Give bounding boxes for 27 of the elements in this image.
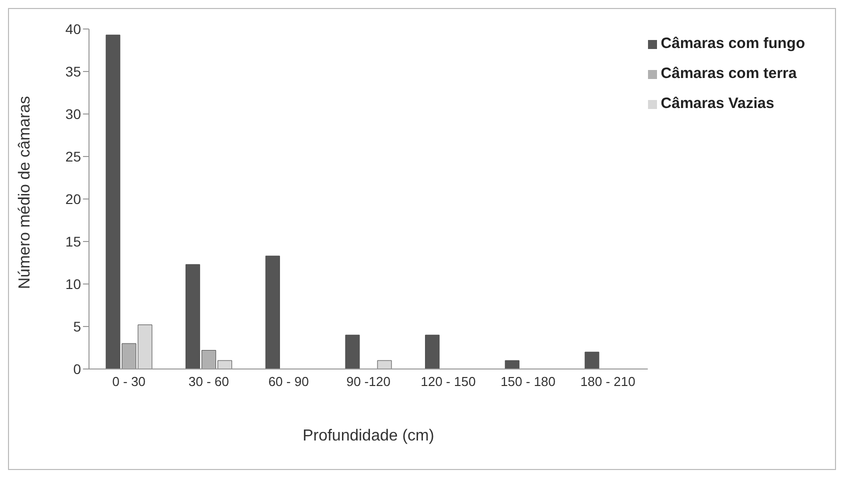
legend-label: Câmaras com fungo [660,35,805,52]
x-tick-label: 30 - 60 [188,374,229,390]
bar [425,334,440,369]
bar [265,256,280,369]
x-tick-label: 60 - 90 [268,374,309,390]
bar [377,360,392,369]
legend-label: Câmaras Vazias [660,95,774,112]
x-tick-label: 120 - 150 [420,374,476,390]
bar [584,352,600,369]
y-tick-label: 35 [65,63,82,80]
x-tick-label: 180 - 210 [580,374,636,390]
x-tick-label: 0 - 30 [112,374,146,390]
y-tick-label: 20 [65,190,82,207]
y-tick-label: 5 [73,318,82,334]
x-axis-title: Profundidade (cm) [302,427,434,444]
x-tick-label: 90 -120 [346,374,390,390]
y-tick-label: 30 [65,106,82,122]
y-tick-label: 40 [65,20,82,37]
y-tick-label: 0 [73,360,82,377]
bar [345,334,360,369]
y-tick-label: 10 [65,276,82,292]
y-tick-label: 25 [65,148,82,164]
bar [504,360,520,369]
legend-label: Câmaras com terra [660,65,797,82]
y-axis-title: Número médio de câmaras [16,96,34,289]
x-tick-label: 150 - 180 [500,374,556,390]
y-tick-label: 15 [65,233,82,250]
